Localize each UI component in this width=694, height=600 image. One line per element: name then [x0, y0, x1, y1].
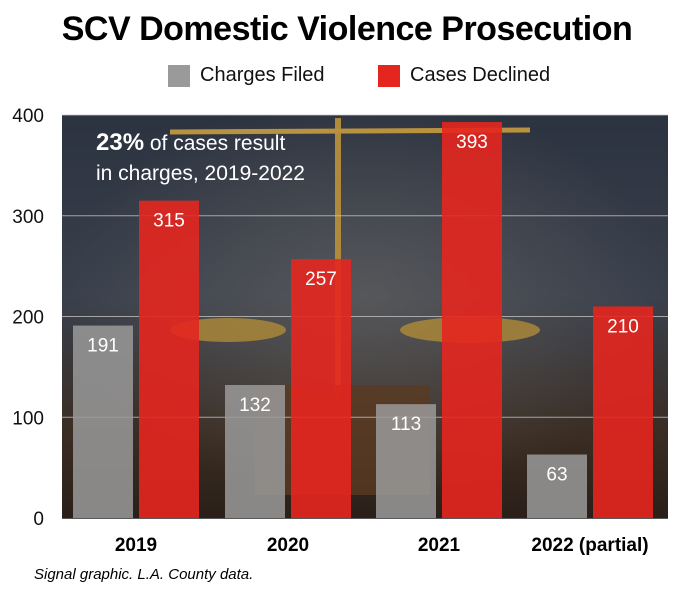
- source-note: Signal graphic. L.A. County data.: [34, 566, 254, 583]
- data-label: 210: [607, 316, 639, 337]
- annotation-line-1: 23% of cases result: [96, 129, 285, 156]
- legend-label-charges-filed: Charges Filed: [200, 64, 325, 86]
- x-tick-label: 2019: [115, 535, 157, 556]
- data-label: 315: [153, 211, 185, 232]
- x-tick-label: 2021: [418, 535, 461, 556]
- bar-charges-filed: [527, 454, 587, 518]
- bar-cases-declined: [593, 306, 653, 518]
- x-tick-label: 2020: [267, 535, 309, 556]
- data-label: 393: [456, 132, 488, 153]
- data-label: 191: [87, 336, 119, 357]
- x-tick-label: 2022 (partial): [531, 535, 648, 556]
- bar-charges-filed: [376, 404, 436, 518]
- legend-item-charges-filed: Charges Filed: [168, 64, 325, 87]
- y-tick-label: 400: [12, 106, 44, 127]
- bar-cases-declined: [139, 200, 199, 518]
- bar-charges-filed: [73, 325, 133, 518]
- data-label: 257: [305, 269, 337, 290]
- bar-cases-declined: [442, 122, 502, 519]
- y-tick-label: 0: [33, 509, 44, 530]
- annotation-highlight: 23%: [96, 129, 144, 156]
- legend-swatch-charges-filed: [168, 64, 190, 87]
- legend-swatch-cases-declined: [378, 64, 400, 87]
- bar-cases-declined: [291, 259, 351, 518]
- data-label: 113: [391, 414, 421, 435]
- y-tick-label: 100: [12, 408, 44, 429]
- legend-label-cases-declined: Cases Declined: [410, 64, 551, 86]
- y-tick-label: 200: [12, 308, 44, 329]
- y-tick-label: 300: [12, 207, 44, 228]
- bar-charges-filed: [225, 385, 285, 518]
- legend: Charges Filed Cases Declined: [0, 64, 694, 94]
- chart-title: SCV Domestic Violence Prosecution: [61, 10, 633, 48]
- annotation-line-2: in charges, 2019-2022: [96, 162, 305, 185]
- legend-item-cases-declined: Cases Declined: [378, 64, 550, 87]
- annotation-line-1-text: of cases result: [144, 132, 285, 155]
- data-label: 63: [546, 465, 567, 486]
- data-label: 132: [239, 395, 271, 416]
